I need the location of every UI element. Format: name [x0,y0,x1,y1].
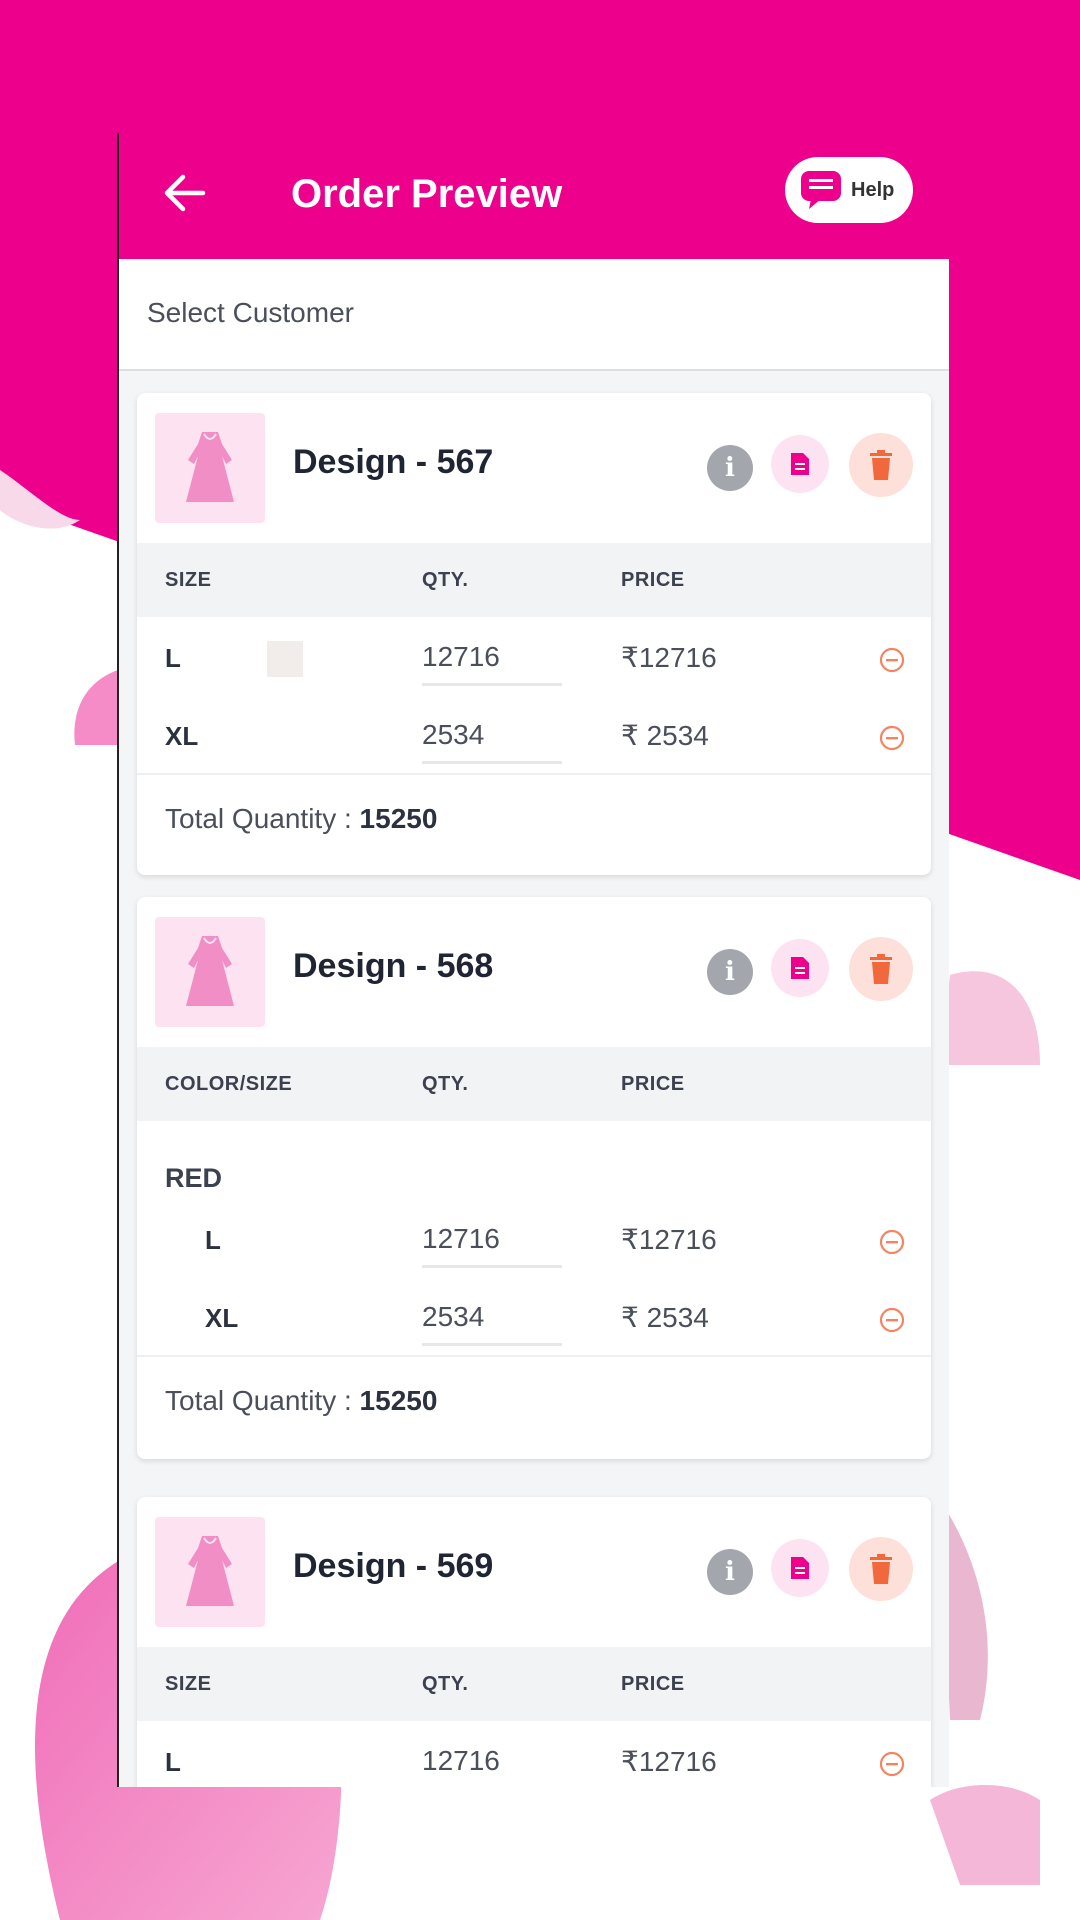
table-row: XL 2534 ₹ 2534 [137,695,931,773]
minus-circle-icon[interactable] [879,1751,905,1777]
design-name: Design - 569 [293,1547,494,1585]
page-title: Order Preview [291,172,563,216]
design-card-header: Design - 567 i [137,393,931,543]
table-header: SIZE QTY. PRICE [137,543,931,617]
total-quantity: Total Quantity : 15250 [137,1355,931,1445]
price-value: ₹ 2534 [621,720,709,751]
total-quantity-label: Total Quantity : [165,1385,360,1416]
info-glyph: i [725,957,735,987]
minus-circle-icon[interactable] [879,647,905,673]
design-card: Design - 568 i COLOR/SIZE QTY. PRICE RED… [137,897,931,1459]
select-customer-placeholder: Select Customer [147,297,354,328]
total-quantity-label: Total Quantity : [165,803,360,834]
total-quantity-value: 15250 [359,1385,438,1416]
price-value: ₹ 2534 [621,1302,709,1333]
size-label: L [205,1225,221,1255]
info-icon[interactable]: i [707,949,753,995]
quantity-input[interactable]: 12716 [422,1223,562,1268]
design-name: Design - 568 [293,947,494,985]
column-header-color-size: COLOR/SIZE [165,1073,293,1095]
column-header-qty: QTY. [422,1073,469,1095]
column-header-qty: QTY. [422,569,469,591]
design-card: Design - 569 i SIZE QTY. PRICE L 12716 ₹… [137,1497,931,1787]
color-group-label: RED [165,1163,223,1193]
select-customer-field[interactable]: Select Customer [119,259,949,371]
design-card-header: Design - 569 i [137,1497,931,1647]
quantity-input[interactable]: 2534 [422,1301,562,1346]
price-value: ₹12716 [621,1746,717,1777]
info-glyph: i [725,453,735,483]
document-icon[interactable] [771,1539,829,1597]
column-header-size: SIZE [165,1673,212,1695]
help-label: Help [851,178,895,201]
price-value: ₹12716 [621,642,717,673]
minus-circle-icon[interactable] [879,1307,905,1333]
app-screen: Order Preview Help Select Customer Desig… [117,133,949,1787]
design-name: Design - 567 [293,443,494,481]
app-bar: Order Preview Help [119,133,949,259]
table-row: XL 2534 ₹ 2534 [137,1277,931,1355]
chat-bubble-icon [801,171,841,209]
info-glyph: i [725,1557,735,1587]
dress-icon[interactable] [155,413,265,523]
column-header-price: PRICE [621,569,685,591]
column-header-price: PRICE [621,1073,685,1095]
total-quantity: Total Quantity : 15250 [137,773,931,863]
help-button[interactable]: Help [785,157,913,223]
dress-icon[interactable] [155,1517,265,1627]
color-swatch [267,641,303,677]
document-icon[interactable] [771,939,829,997]
design-card: Design - 567 i SIZE QTY. PRICE L 12716 ₹… [137,393,931,875]
quantity-input[interactable]: 2534 [422,719,562,764]
color-group: RED [137,1121,931,1199]
column-header-size: SIZE [165,569,212,591]
table-header: COLOR/SIZE QTY. PRICE [137,1047,931,1121]
trash-icon[interactable] [849,1537,913,1601]
table-row: L 12716 ₹12716 [137,1721,931,1787]
size-label: L [165,643,181,673]
size-label: L [165,1747,181,1777]
trash-icon[interactable] [849,433,913,497]
minus-circle-icon[interactable] [879,1229,905,1255]
dress-icon[interactable] [155,917,265,1027]
quantity-input[interactable]: 12716 [422,1745,500,1776]
size-label: XL [165,721,199,751]
document-icon[interactable] [771,435,829,493]
info-icon[interactable]: i [707,1549,753,1595]
trash-icon[interactable] [849,937,913,1001]
minus-circle-icon[interactable] [879,725,905,751]
column-header-price: PRICE [621,1673,685,1695]
column-header-qty: QTY. [422,1673,469,1695]
table-row: L 12716 ₹12716 [137,617,931,695]
price-value: ₹12716 [621,1224,717,1255]
table-row: L 12716 ₹12716 [137,1199,931,1277]
info-icon[interactable]: i [707,445,753,491]
size-label: XL [205,1303,239,1333]
quantity-input[interactable]: 12716 [422,641,562,686]
total-quantity-value: 15250 [359,803,438,834]
arrow-left-icon[interactable] [161,169,209,217]
table-header: SIZE QTY. PRICE [137,1647,931,1721]
design-card-header: Design - 568 i [137,897,931,1047]
